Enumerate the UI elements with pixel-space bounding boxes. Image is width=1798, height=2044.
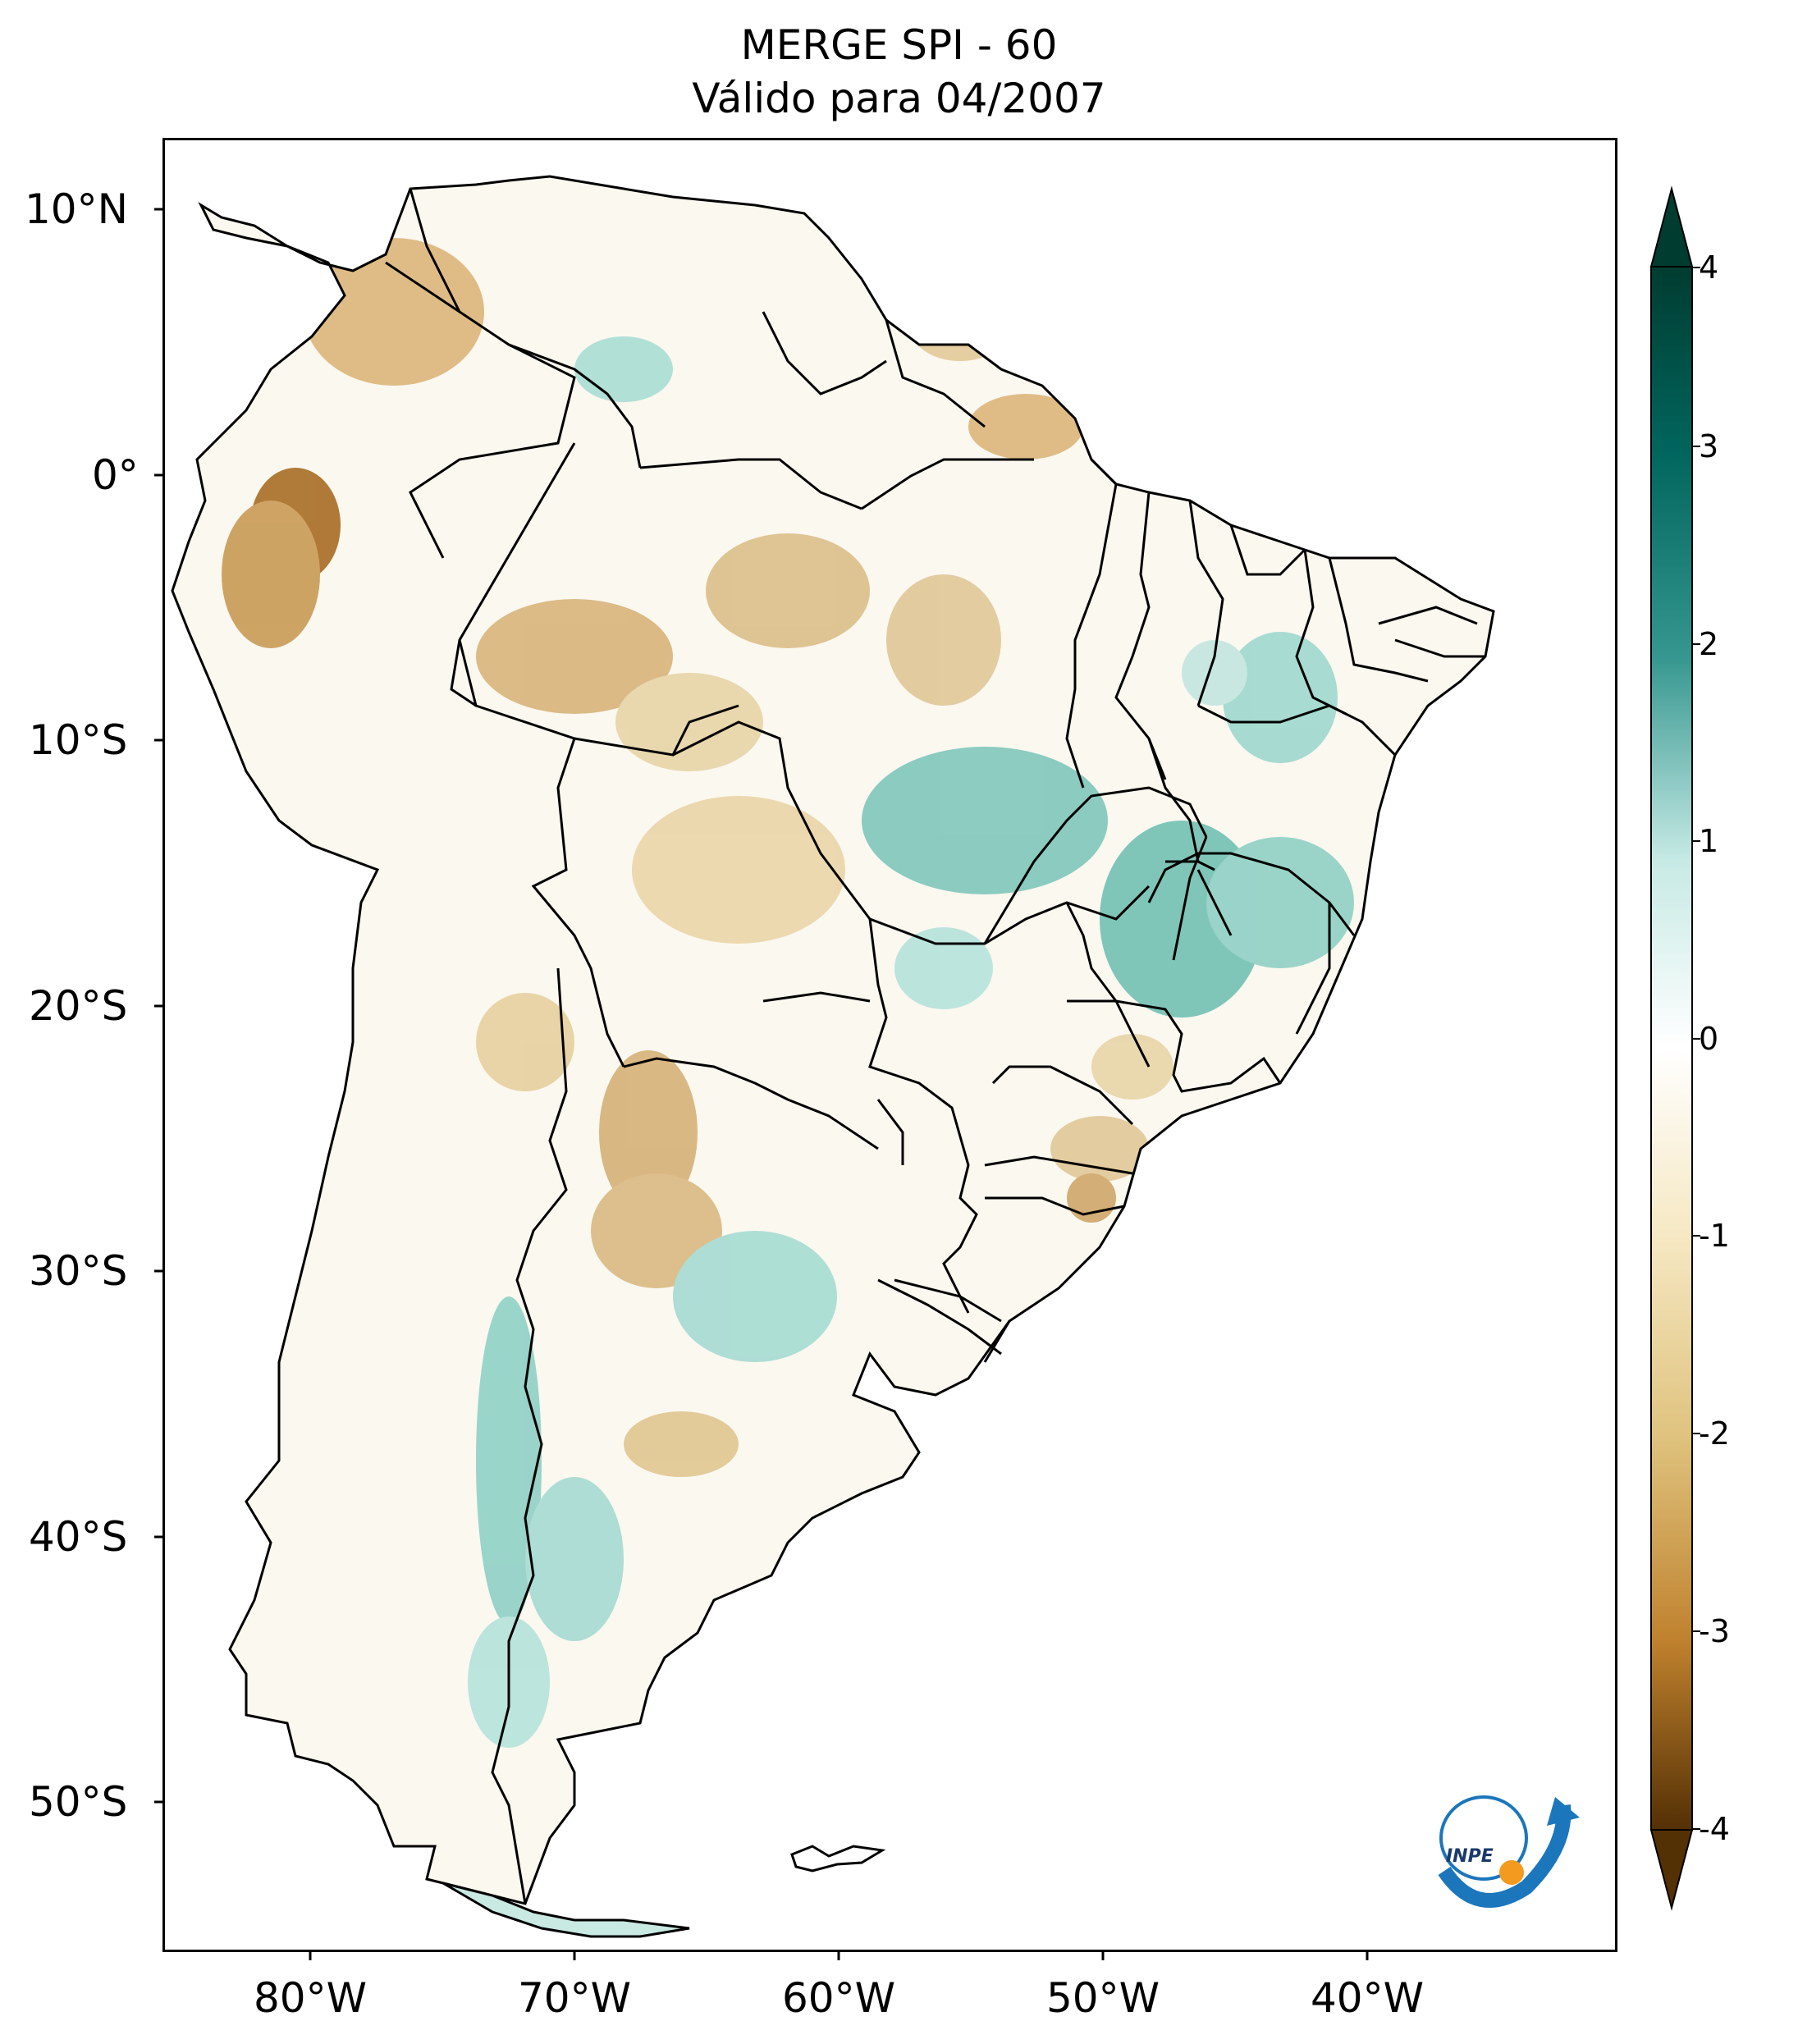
colorbar-tick-minus1: -1 [1699, 1218, 1730, 1254]
lon-label-70w: 70°W [517, 1974, 632, 2022]
colorbar [1649, 185, 1700, 1911]
colorbar-tick-3: 3 [1699, 428, 1719, 464]
lat-label-40s: 40°S [29, 1513, 128, 1561]
inpe-logo [1438, 1795, 1580, 1908]
lat-label-20s: 20°S [29, 982, 128, 1030]
colorbar-tick-2: 2 [1699, 626, 1719, 662]
continent-outline [171, 175, 1495, 1905]
lat-label-30s: 30°S [29, 1247, 128, 1295]
political-borders [385, 188, 1485, 1905]
lon-label-60w: 60°W [781, 1974, 896, 2022]
tierra-del-fuego [442, 1882, 690, 1938]
falklands [790, 1845, 886, 1873]
lat-label-50s: 50°S [29, 1778, 128, 1826]
colorbar-tick-0: 0 [1699, 1021, 1719, 1057]
colorbar-tick-minus2: -2 [1699, 1415, 1730, 1452]
lat-ticks [154, 208, 162, 1804]
colorbar-bottom-arrow [1649, 1829, 1694, 1911]
title-line-1: MERGE SPI - 60 [740, 21, 1058, 69]
lon-ticks [309, 1952, 1369, 1960]
lat-label-10n: 10°N [25, 185, 129, 233]
colorbar-tick-minus3: -3 [1699, 1613, 1730, 1649]
title-line-2: Válido para 04/2007 [692, 75, 1106, 122]
colorbar-tick-minus4: -4 [1699, 1811, 1730, 1847]
inpe-logo-text: INPE [1446, 1846, 1494, 1867]
lat-label-0: 0° [92, 451, 139, 499]
lon-label-50w: 50°W [1045, 1974, 1160, 2022]
colorbar-top-arrow [1649, 185, 1694, 268]
lon-label-80w: 80°W [253, 1974, 368, 2022]
colorbar-tick-1: 1 [1699, 823, 1719, 859]
colorbar-tick-4: 4 [1699, 249, 1719, 286]
colorbar-body [1650, 266, 1693, 1831]
lon-label-40w: 40°W [1310, 1974, 1425, 2022]
lat-label-10s: 10°S [29, 716, 128, 764]
